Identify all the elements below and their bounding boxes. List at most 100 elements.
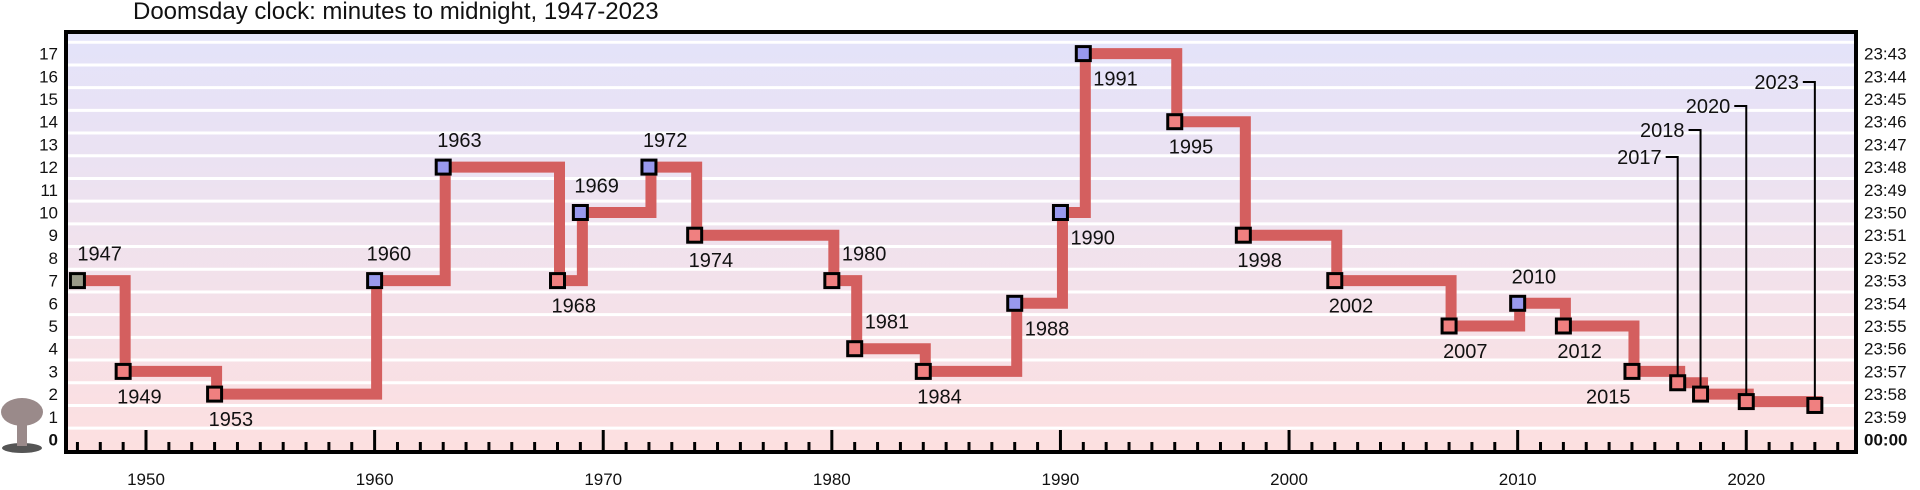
y-tick-label-left: 16 (39, 67, 58, 86)
data-point-marker (1006, 294, 1024, 312)
point-label: 1974 (689, 250, 734, 272)
point-label: 1995 (1169, 137, 1214, 159)
y-tick-label-left: 1 (49, 408, 58, 427)
data-point-marker (571, 204, 589, 221)
point-label: 2015 (1586, 386, 1631, 408)
mushroom-cloud-stem (17, 416, 27, 446)
data-point-marker (1166, 113, 1184, 131)
y-tick-label-left: 9 (49, 226, 58, 245)
y-tick-label-right: 23:57 (1864, 362, 1907, 381)
point-label: 1998 (1237, 250, 1282, 272)
point-label: 1984 (917, 386, 962, 408)
data-point-marker (366, 272, 384, 290)
mushroom-cloud-cap (1, 398, 43, 426)
plot-frame (64, 30, 1858, 454)
data-point-marker (434, 158, 452, 176)
callout-leader-line (1802, 81, 1816, 398)
point-label: 2012 (1557, 341, 1602, 363)
y-tick-label-right: 23:45 (1864, 90, 1907, 109)
chart-title: Doomsday clock: minutes to midnight, 194… (133, 0, 659, 25)
y-tick-label-left: 2 (49, 385, 58, 404)
y-tick-label-left: 4 (49, 340, 58, 359)
y-tick-label-right: 23:44 (1864, 67, 1907, 86)
x-tick-label: 1980 (813, 470, 851, 489)
point-label: 1960 (367, 244, 412, 266)
step-line (77, 48, 1823, 408)
point-label: 2010 (1512, 266, 1557, 288)
x-tick-label: 1970 (584, 470, 622, 489)
data-point-marker (1806, 396, 1824, 414)
data-point-marker (846, 340, 864, 358)
y-tick-label-right: 23:52 (1864, 249, 1907, 268)
mushroom-cloud-base (2, 443, 42, 453)
mushroom-cloud-icon (1, 398, 43, 453)
y-tick-label-left: 5 (49, 317, 58, 336)
data-point-marker (1234, 226, 1252, 244)
point-label: 1972 (643, 130, 688, 152)
y-tick-label-right: 00:00 (1864, 431, 1907, 450)
y-tick-label-left: 6 (49, 294, 58, 313)
point-label: 1981 (865, 312, 910, 334)
data-point-marker (1074, 45, 1092, 63)
x-tick-label: 2020 (1727, 470, 1765, 489)
data-point-marker (68, 272, 86, 290)
y-tick-label-left: 3 (49, 362, 58, 381)
y-tick-label-right: 23:47 (1864, 135, 1907, 154)
data-point-marker (1326, 272, 1344, 290)
x-axis: 1950 1960 1970 1980 1990 2000 2010 2020 (75, 430, 1840, 489)
y-tick-label-right: 23:59 (1864, 408, 1907, 427)
markers: 1947 1949 1953 1960 1963 1968 1969 1972 1974 1980… (68, 45, 1824, 431)
data-point-marker (1509, 294, 1527, 312)
point-label: 1991 (1093, 69, 1138, 91)
y-tick-label-left: 14 (39, 113, 58, 132)
y-tick-label-right: 23:55 (1864, 317, 1907, 336)
point-label: 1980 (842, 244, 887, 266)
y-tick-label-right: 23:58 (1864, 385, 1907, 404)
y-tick-label-left: 15 (39, 90, 58, 109)
y-tick-label-right: 23:54 (1864, 294, 1907, 313)
data-point-marker (1623, 362, 1641, 380)
y-tick-label-right: 23:46 (1864, 113, 1907, 132)
point-label: 2002 (1329, 296, 1374, 318)
y-tick-label-left: 0 (49, 431, 58, 450)
data-point-marker (1554, 317, 1572, 335)
data-point-marker (914, 362, 932, 380)
y-tick-label-right: 23:49 (1864, 181, 1907, 200)
point-label: 1988 (1025, 318, 1070, 340)
x-tick-label: 1990 (1042, 470, 1080, 489)
x-tick-label: 1960 (356, 470, 394, 489)
callout-leader-line (1688, 129, 1702, 387)
point-label: 2017 (1617, 147, 1662, 169)
data-point-marker (1737, 393, 1755, 411)
y-axis-right: 00:00 23:59 23:58 23:57 23:56 23:55 23:54 23:53… (1864, 45, 1907, 450)
x-tick-label: 2000 (1270, 470, 1308, 489)
y-tick-label-right: 23:50 (1864, 204, 1907, 223)
point-label: 1949 (117, 386, 162, 408)
point-label: 1968 (552, 296, 597, 318)
y-tick-label-left: 12 (39, 158, 58, 177)
y-tick-label-left: 8 (49, 249, 58, 268)
point-label: 1990 (1070, 228, 1115, 250)
y-tick-label-left: 17 (39, 45, 58, 64)
data-point-marker (823, 272, 841, 290)
y-tick-label-right: 23:48 (1864, 158, 1907, 177)
data-point-marker (114, 362, 132, 380)
y-tick-label-right: 23:56 (1864, 340, 1907, 359)
point-label: 2018 (1640, 120, 1685, 142)
x-tick-label: 2010 (1499, 470, 1537, 489)
point-label: 1969 (574, 176, 619, 198)
y-tick-label-right: 23:43 (1864, 45, 1907, 64)
x-tick-label: 1950 (127, 470, 165, 489)
point-label: 2020 (1686, 96, 1731, 118)
y-tick-label-left: 10 (39, 204, 58, 223)
data-point-marker (686, 226, 704, 244)
data-point-marker (549, 272, 567, 290)
point-label: 1947 (77, 244, 122, 266)
point-label: 2007 (1443, 341, 1488, 363)
y-tick-label-left: 13 (39, 135, 58, 154)
callout-leader-line (1734, 105, 1748, 394)
data-point-marker (1051, 204, 1069, 221)
